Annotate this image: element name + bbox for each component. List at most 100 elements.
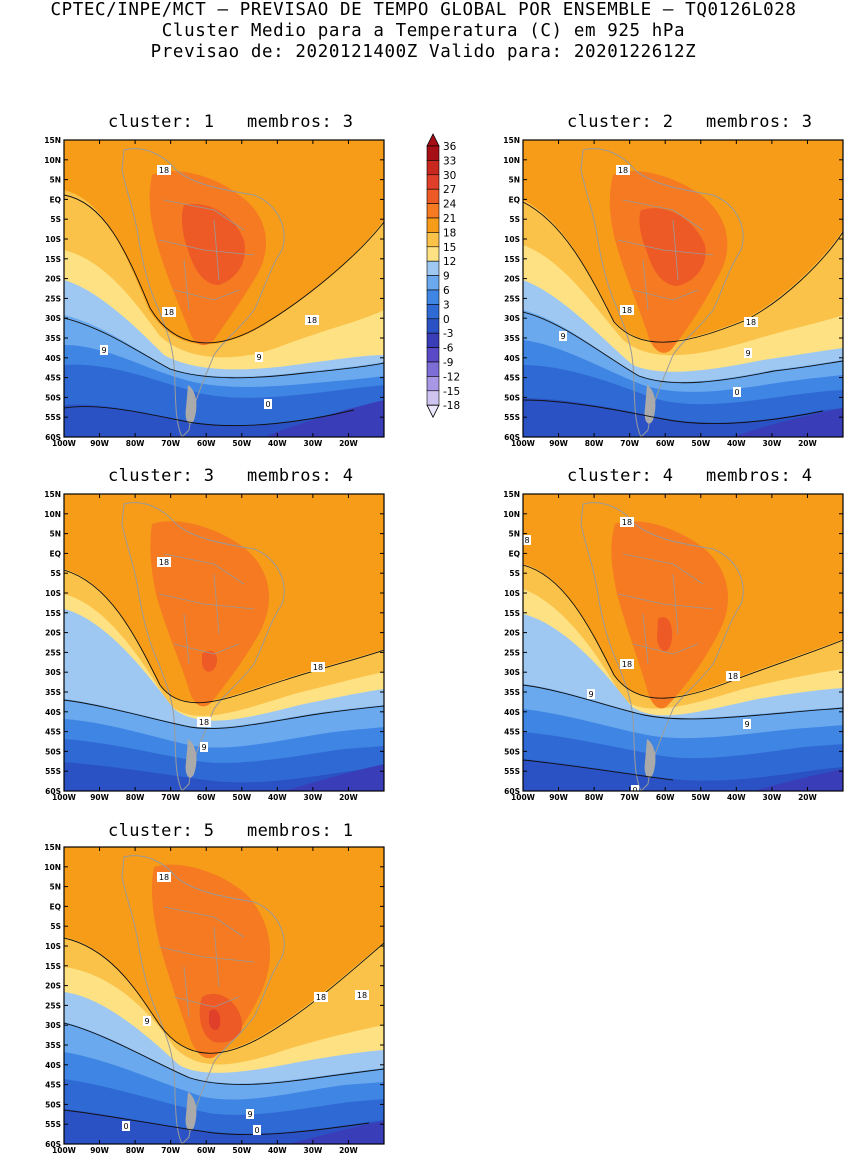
cluster-number: 2 [662,112,674,132]
lon-label: 30W [304,439,323,448]
warm-core-band [639,208,706,286]
contour-label: 0 [734,388,739,397]
contour-label: 18 [622,660,632,669]
contour-label-bg [246,1109,254,1119]
colorbar-label: -9 [443,357,453,369]
lat-label: EQ [509,549,521,558]
contour-label: 18 [316,993,326,1002]
lat-label: 10S [45,589,61,598]
lat-label: EQ [50,549,62,558]
members-label: membros: [247,466,333,486]
colorbar-label: 15 [443,242,456,254]
lat-label: 25S [504,648,520,657]
contour-label-bg [559,331,567,341]
lon-label: 20W [339,439,358,448]
lat-label: 15S [504,609,520,618]
lon-label: 90W [90,1146,109,1155]
map-frame [63,493,385,792]
cluster-label: cluster: [567,466,653,486]
lon-label: 80W [126,793,145,802]
members-label: membros: [706,466,792,486]
lat-label: 10S [45,942,61,951]
members-number: 3 [342,112,354,132]
lat-label: 50S [504,393,520,402]
contour-label-bg [200,742,208,752]
lon-label: 20W [798,439,817,448]
colorbar-label: 18 [443,227,456,239]
lat-label: 25S [45,1001,61,1010]
lat-label: 5N [509,530,521,539]
lat-label: 50S [45,1100,61,1109]
contour-label: 18 [159,873,169,882]
lon-label: 60W [656,439,675,448]
lat-label: 5S [50,215,61,224]
lon-label: 80W [126,439,145,448]
temperature-band [264,400,384,437]
figure-header: CPTEC/INPE/MCT – PREVISAO DE TEMPO GLOBA… [0,0,847,63]
country-border [622,553,704,585]
coastline [121,855,285,1144]
lat-label: 10S [504,235,520,244]
lat-label: 10N [44,863,61,872]
contour-label-bg [744,348,752,358]
contour-label: 0 [265,400,270,409]
colorbar-label: 36 [443,141,457,153]
lat-label: EQ [50,902,62,911]
temperature-band [753,769,843,791]
patagonia-islands [185,739,197,778]
contour-label: 0 [123,1122,128,1131]
lat-label: 30S [504,668,520,677]
temperature-band [284,764,384,791]
contour-label-bg [620,305,634,315]
lon-label: 70W [620,439,639,448]
lat-label: 20S [45,629,61,638]
members-number: 3 [801,112,813,132]
contour-label-bg [631,785,639,791]
lon-label: 80W [126,1146,145,1155]
panel-4-title: cluster: 4 membros: 4 [567,466,812,486]
colorbar-label: 27 [443,184,456,196]
lon-label: 30W [304,1146,323,1155]
cluster-label: cluster: [108,821,194,841]
lat-label: 10S [504,589,520,598]
lat-label: 15S [45,255,61,264]
colorbar-segment [426,275,440,291]
header-line-2: Cluster Medio para a Temperatura (C) em … [161,21,686,41]
lat-label: 40S [504,708,520,717]
coastline [580,502,744,791]
colorbar-segment [426,232,440,248]
lon-label: 80W [585,793,604,802]
contour-label: 18 [618,166,628,175]
lat-label: 60S [504,787,520,796]
contour-label-bg [616,165,630,175]
lon-label: 60W [197,793,216,802]
coastline [121,502,285,791]
lat-label: 5N [50,176,62,185]
lat-label: 55S [45,767,61,776]
lat-label: 15N [44,490,61,499]
lon-label: 60W [197,1146,216,1155]
lon-label: 100W [511,439,536,448]
contour-line [523,759,674,781]
country-border [158,239,255,256]
contour-label: 18 [164,308,174,317]
lat-label: 15S [45,962,61,971]
members-number: 4 [342,466,354,486]
contour-line [523,684,843,720]
contour-label: 18 [622,518,632,527]
contour-label: 0 [632,786,637,795]
colorbar-label: 9 [443,271,450,283]
contour-label: 18 [199,718,209,727]
country-border [617,593,714,610]
contour-label-bg [143,1016,151,1026]
colorbar-label: 12 [443,256,456,268]
colorbar-arrow-top [426,133,440,147]
warm-core-band [657,617,673,652]
lon-label: 70W [161,793,180,802]
lat-label: 20S [504,275,520,284]
contour-label: 9 [144,1017,149,1026]
temperature-map-2: 18 18 18 9 9 0 15N 10N 5N EQ 5S 10S 15S 20S 25S 30S 35S 4… [503,136,844,448]
contour-label: 9 [247,1110,252,1119]
lat-label: 5S [509,215,520,224]
